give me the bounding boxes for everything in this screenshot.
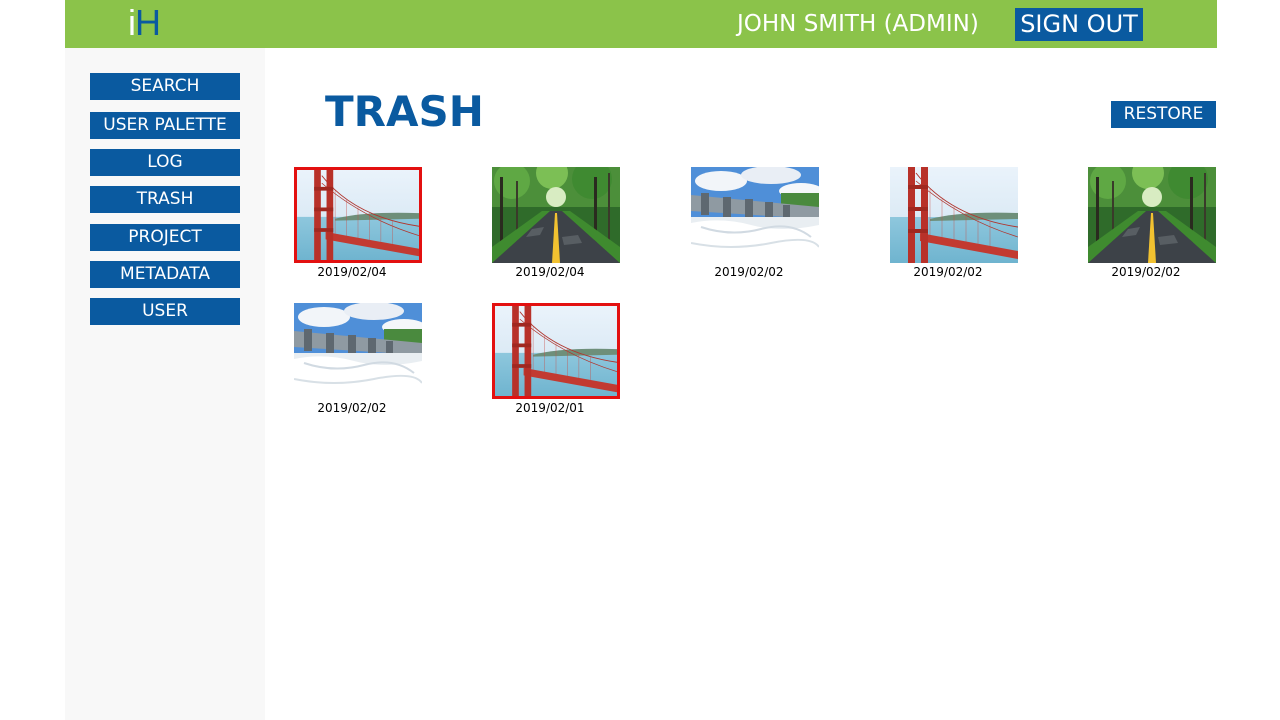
sidebar: SEARCH USER PALETTE LOG TRASH PROJECT ME… — [65, 48, 265, 720]
thumbnail[interactable] — [691, 167, 819, 263]
forest-road-photo — [1088, 167, 1216, 263]
app-window: iH JOHN SMITH (ADMIN) SIGN OUT SEARCH US… — [65, 0, 1217, 720]
dam-spillway-photo — [294, 303, 422, 399]
forest-road-photo — [492, 167, 620, 263]
sidebar-item-metadata[interactable]: METADATA — [90, 261, 240, 288]
thumbnail[interactable] — [890, 167, 1018, 263]
trash-item[interactable]: 2019/02/02 — [294, 303, 422, 416]
sidebar-item-project[interactable]: PROJECT — [90, 224, 240, 251]
logo-h-letter: H — [135, 2, 161, 43]
thumbnail[interactable] — [294, 303, 422, 399]
golden-gate-bridge-photo — [890, 167, 1018, 263]
trash-item[interactable]: 2019/02/04 — [294, 167, 422, 280]
dam-spillway-photo — [691, 167, 819, 263]
sidebar-item-search[interactable]: SEARCH — [90, 73, 240, 100]
golden-gate-bridge-photo — [297, 170, 419, 260]
thumbnail-date: 2019/02/02 — [714, 265, 784, 279]
thumbnail-date: 2019/02/04 — [515, 265, 585, 279]
thumbnail-date: 2019/02/02 — [317, 401, 387, 415]
logo-i-letter: i — [128, 2, 136, 43]
top-bar: iH JOHN SMITH (ADMIN) SIGN OUT — [65, 0, 1217, 48]
sidebar-item-user-palette[interactable]: USER PALETTE — [90, 112, 240, 139]
page-title: TRASH — [325, 87, 484, 136]
thumbnail-date: 2019/02/04 — [317, 265, 387, 279]
thumbnail-date: 2019/02/01 — [515, 401, 585, 415]
sidebar-item-user[interactable]: USER — [90, 298, 240, 325]
thumbnail[interactable] — [1088, 167, 1216, 263]
thumbnail-date: 2019/02/02 — [913, 265, 983, 279]
trash-item[interactable]: 2019/02/04 — [492, 167, 620, 280]
trash-item[interactable]: 2019/02/02 — [1088, 167, 1216, 280]
thumbnail-date: 2019/02/02 — [1111, 265, 1181, 279]
sign-out-button[interactable]: SIGN OUT — [1015, 8, 1143, 41]
trash-item[interactable]: 2019/02/02 — [691, 167, 819, 280]
current-user-label: JOHN SMITH (ADMIN) — [737, 11, 979, 37]
selected-thumbnail[interactable] — [492, 303, 620, 399]
golden-gate-bridge-photo — [495, 306, 617, 396]
restore-button[interactable]: RESTORE — [1111, 101, 1216, 128]
sidebar-item-trash[interactable]: TRASH — [90, 186, 240, 213]
trash-item[interactable]: 2019/02/01 — [492, 303, 620, 416]
trash-item[interactable]: 2019/02/02 — [890, 167, 1018, 280]
selected-thumbnail[interactable] — [294, 167, 422, 263]
logo: iH — [128, 2, 161, 44]
sidebar-item-log[interactable]: LOG — [90, 149, 240, 176]
thumbnail[interactable] — [492, 167, 620, 263]
